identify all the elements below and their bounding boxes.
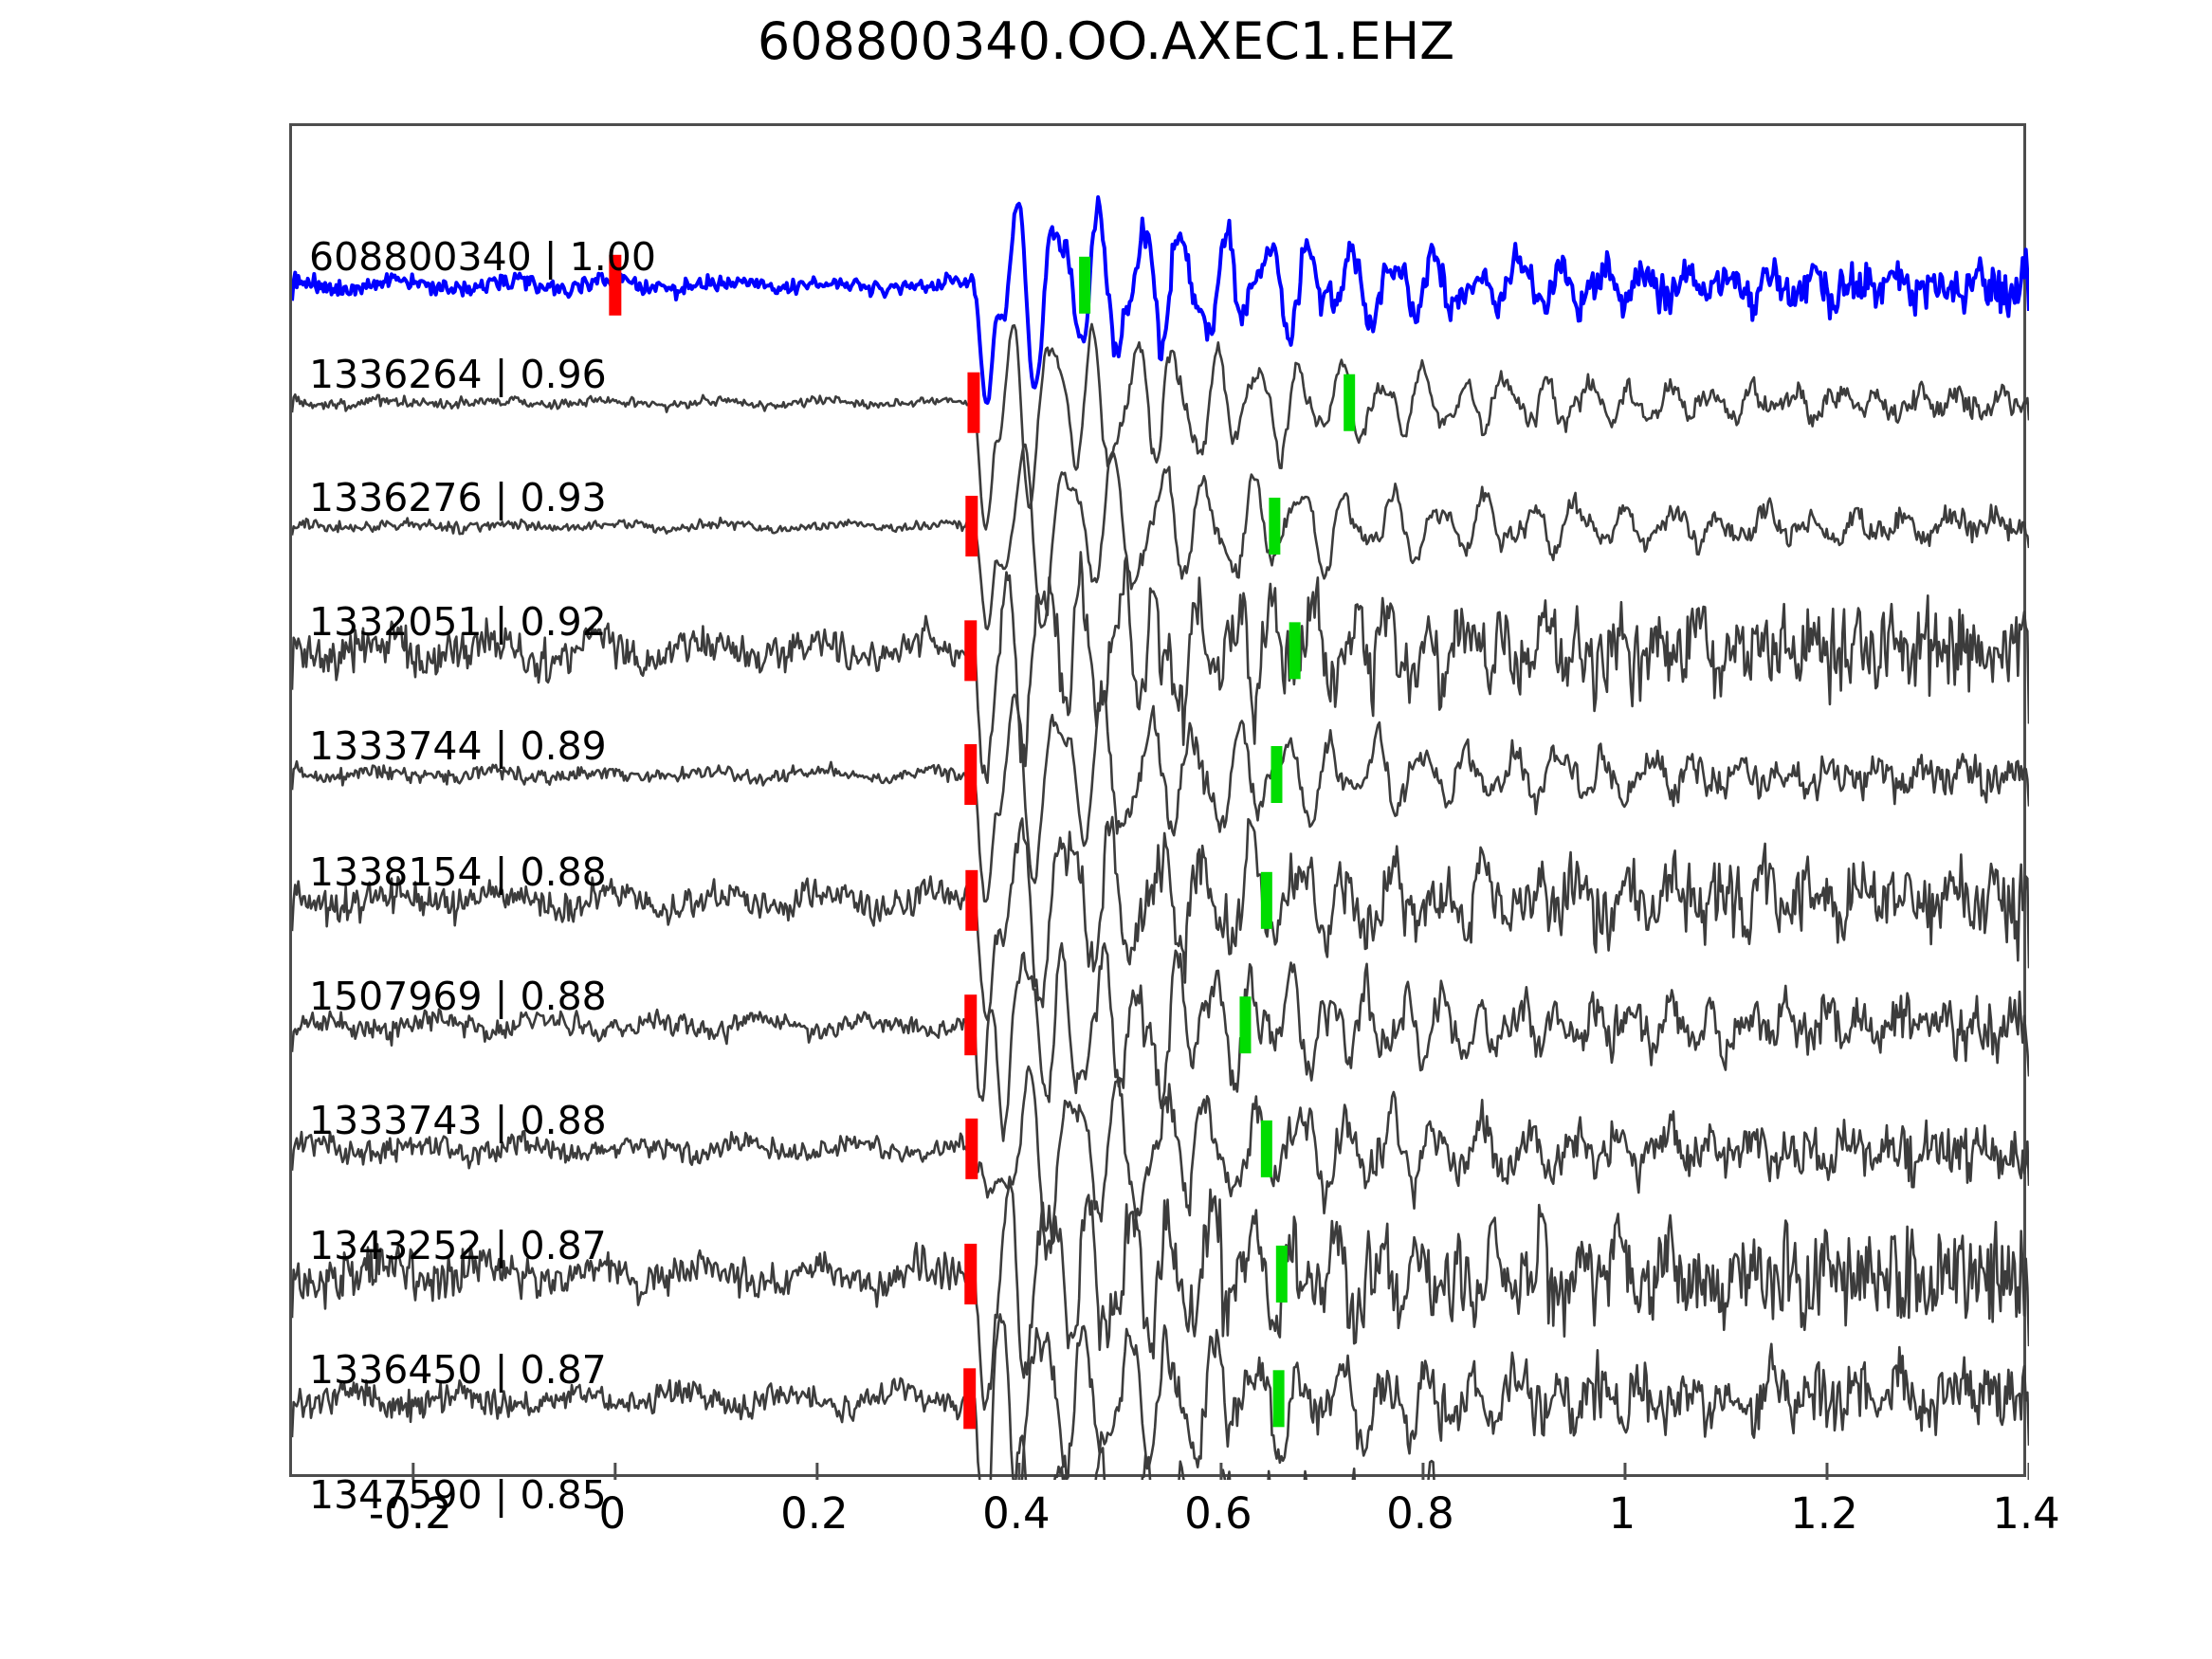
trace-row xyxy=(292,689,2029,903)
x-tick-label: 0.8 xyxy=(1386,1488,1454,1539)
x-tick-marks xyxy=(411,1463,2029,1480)
waveform-line xyxy=(292,941,2029,1142)
trace-label: 1347590 | 0.85 xyxy=(309,1471,607,1518)
trace-row xyxy=(292,1065,2029,1261)
p-pick-marker xyxy=(965,1118,978,1179)
trace-label: 1336264 | 0.96 xyxy=(309,351,607,397)
trace-row xyxy=(292,941,2029,1142)
trace-label: 1338154 | 0.88 xyxy=(309,848,607,895)
waveform-line xyxy=(292,689,2029,903)
x-tick-label: 0.4 xyxy=(982,1488,1051,1539)
trace-row xyxy=(292,551,2029,784)
p-pick-marker xyxy=(963,1368,977,1430)
s-pick-marker xyxy=(1260,871,1272,929)
s-pick-marker xyxy=(1079,256,1091,314)
trace-label: 1333743 | 0.88 xyxy=(309,1097,607,1143)
waveform-plot xyxy=(292,194,2029,1480)
waveform-line xyxy=(292,551,2029,784)
s-pick-marker xyxy=(1272,1370,1285,1428)
p-pick-marker xyxy=(965,869,978,931)
trace-label: 1332051 | 0.92 xyxy=(309,599,607,646)
trace-label: 608800340 | 1.00 xyxy=(309,233,656,280)
s-pick-marker xyxy=(1275,1245,1288,1303)
plot-axes: 608800340 | 1.00 1336264 | 0.96 1336276 | … xyxy=(289,123,2029,1518)
x-tick-label: 1.4 xyxy=(1992,1488,2060,1539)
trace-row xyxy=(292,1313,2029,1480)
trace-label: 1507969 | 0.88 xyxy=(309,974,607,1020)
x-tick-label: 0.2 xyxy=(780,1488,849,1539)
trace-label: 1343252 | 0.87 xyxy=(309,1222,607,1268)
page-title: 608800340.OO.AXEC1.EHZ xyxy=(757,11,1455,71)
s-pick-marker xyxy=(1271,746,1283,804)
p-pick-marker xyxy=(964,744,978,806)
x-tick-label: 0.6 xyxy=(1184,1488,1252,1539)
s-pick-marker xyxy=(1289,622,1301,680)
p-pick-marker xyxy=(964,620,978,682)
trace-label: 1336276 | 0.93 xyxy=(309,474,607,520)
x-tick-label: 1 xyxy=(1608,1488,1636,1539)
x-tick-label: 0 xyxy=(598,1488,627,1539)
p-pick-marker xyxy=(609,254,622,316)
trace-label: 1336450 | 0.87 xyxy=(309,1347,607,1394)
s-pick-marker xyxy=(1260,1120,1272,1177)
p-pick-marker xyxy=(965,495,978,556)
waveform-line xyxy=(292,1180,2029,1412)
trace-row xyxy=(292,815,2029,1022)
s-pick-marker xyxy=(1239,996,1252,1054)
trace-row xyxy=(292,322,2029,531)
p-pick-marker xyxy=(964,994,978,1056)
x-axis-tick-labels: -0.2 0 0.2 0.4 0.6 0.8 1 1.2 1.4 xyxy=(289,1488,2060,1564)
trace-row xyxy=(292,1180,2029,1412)
waveform-line xyxy=(292,322,2029,531)
trace-row xyxy=(292,194,2029,406)
x-tick-label: -0.2 xyxy=(368,1488,452,1539)
x-tick-label: 1.2 xyxy=(1790,1488,1858,1539)
trace-row xyxy=(292,443,2029,630)
waveform-line xyxy=(292,1313,2029,1480)
trace-label: 1333744 | 0.89 xyxy=(309,723,607,769)
p-pick-marker xyxy=(964,1243,978,1304)
s-pick-marker xyxy=(1269,497,1281,555)
waveform-line xyxy=(292,443,2029,630)
waveform-line xyxy=(292,194,2029,406)
p-pick-marker xyxy=(967,372,980,433)
waveform-line xyxy=(292,815,2029,1022)
waveform-line xyxy=(292,1065,2029,1261)
s-pick-marker xyxy=(1344,374,1356,431)
